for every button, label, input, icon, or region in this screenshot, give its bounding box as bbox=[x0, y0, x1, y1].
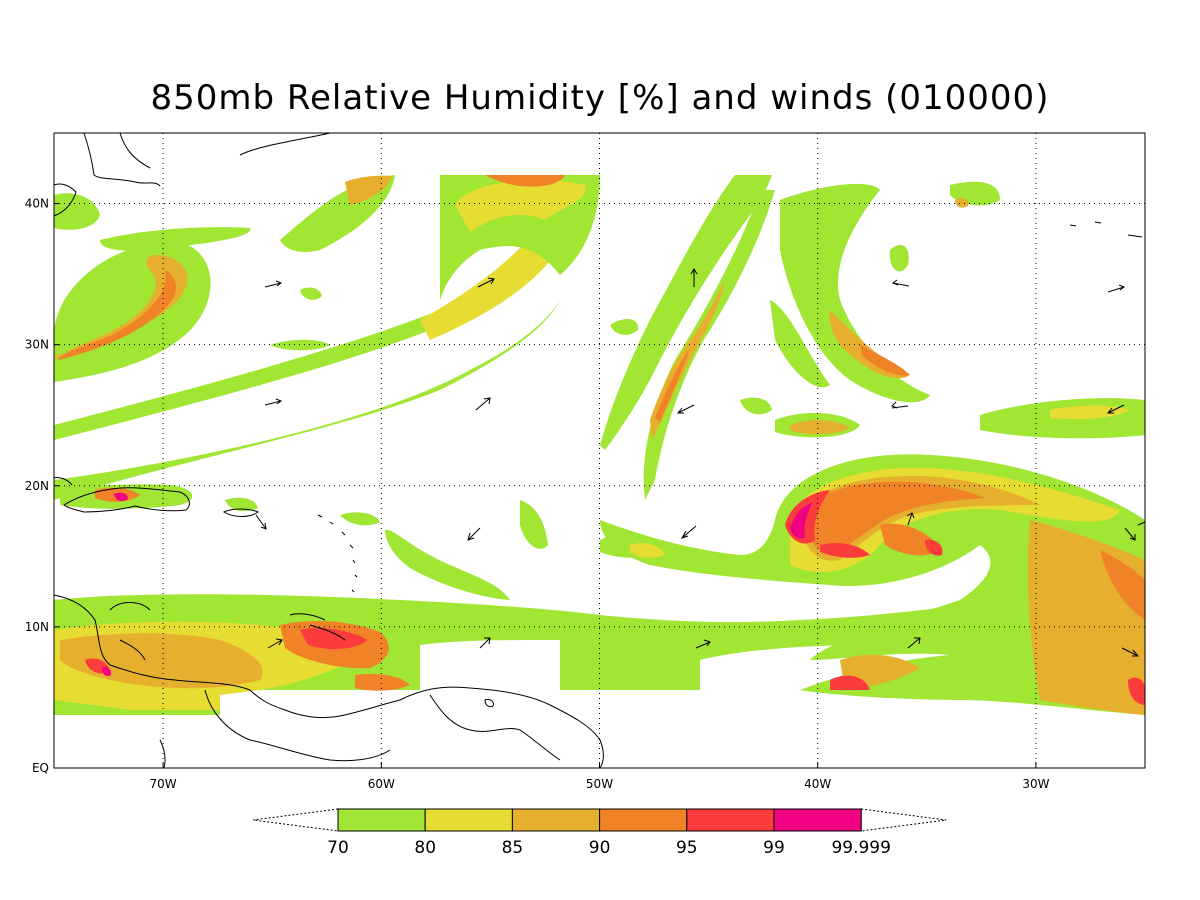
legend-label: 90 bbox=[589, 838, 611, 858]
humidity-region bbox=[740, 397, 772, 415]
latitude-tick-label: 10N bbox=[25, 620, 49, 634]
longitude-tick-label: 40W bbox=[804, 777, 831, 791]
humidity-region bbox=[630, 543, 665, 558]
legend-label: 80 bbox=[414, 838, 436, 858]
humidity-region bbox=[54, 175, 592, 440]
humidity-region bbox=[225, 497, 258, 512]
humidity-region bbox=[58, 270, 176, 360]
longitude-tick-label: 50W bbox=[586, 777, 613, 791]
humidity-region bbox=[770, 300, 830, 388]
humidity-region bbox=[610, 318, 639, 335]
humidity-region bbox=[340, 512, 380, 526]
humidity-region bbox=[889, 245, 909, 272]
humidity-region bbox=[1128, 677, 1145, 705]
humidity-region bbox=[54, 241, 211, 382]
latitude-tick-label: EQ bbox=[32, 761, 49, 775]
humidity-region bbox=[300, 287, 322, 300]
humidity-region bbox=[820, 543, 870, 558]
chart-title: 850mb Relative Humidity [%] and winds (0… bbox=[150, 78, 1050, 118]
humidity-region bbox=[355, 673, 410, 691]
humidity-region bbox=[485, 175, 565, 187]
humidity-region bbox=[643, 190, 775, 500]
humidity-region bbox=[345, 175, 392, 205]
color-legend: 70 80 85 90 95 99 99.999 bbox=[252, 808, 947, 858]
humidity-region bbox=[955, 198, 969, 208]
humidity-region bbox=[600, 175, 772, 450]
humidity-region bbox=[655, 348, 690, 422]
gridlines bbox=[54, 133, 1145, 769]
longitude-tick-label: 60W bbox=[368, 777, 395, 791]
legend-label: 99 bbox=[763, 838, 785, 858]
humidity-region bbox=[54, 300, 560, 500]
latitude-tick-label: 30N bbox=[25, 338, 49, 352]
legend-label: 99.999 bbox=[831, 838, 890, 858]
legend-high-extension bbox=[860, 808, 947, 832]
humidity-region bbox=[830, 675, 870, 690]
humidity-region bbox=[114, 492, 128, 502]
humidity-region bbox=[455, 180, 586, 232]
legend-swatch bbox=[686, 808, 775, 832]
legend-low-extension bbox=[252, 808, 339, 832]
legend-swatch bbox=[424, 808, 513, 832]
humidity-region bbox=[1100, 550, 1145, 620]
longitude-tick-label: 30W bbox=[1022, 777, 1049, 791]
humidity-region bbox=[1050, 405, 1130, 420]
longitude-labels: 70W 60W 50W 40W 30W bbox=[150, 777, 1050, 791]
humidity-region bbox=[880, 523, 940, 556]
coastlines bbox=[53, 132, 1146, 769]
humidity-field bbox=[54, 175, 1145, 715]
wind-vectors bbox=[255, 268, 1140, 657]
humidity-region bbox=[54, 193, 100, 230]
legend-label: 70 bbox=[327, 838, 349, 858]
legend-swatch bbox=[773, 808, 862, 832]
humidity-region bbox=[600, 454, 1145, 715]
humidity-region bbox=[860, 345, 910, 376]
humidity-region bbox=[300, 628, 368, 650]
legend-swatch bbox=[337, 808, 426, 832]
humidity-region bbox=[520, 500, 548, 549]
humidity-region bbox=[102, 666, 112, 677]
legend-swatch bbox=[511, 808, 601, 832]
legend-label: 85 bbox=[502, 838, 524, 858]
longitude-tick-label: 70W bbox=[150, 777, 177, 791]
humidity-region bbox=[385, 529, 510, 600]
latitude-tick-label: 20N bbox=[25, 479, 49, 493]
humidity-region bbox=[790, 503, 812, 539]
latitude-labels: EQ 10N 20N 30N 40N bbox=[25, 197, 49, 775]
humidity-region bbox=[804, 481, 985, 555]
humidity-region bbox=[925, 539, 943, 556]
latitude-tick-label: 40N bbox=[25, 197, 49, 211]
humidity-region bbox=[790, 420, 850, 435]
humidity-region bbox=[420, 178, 582, 340]
legend-label: 95 bbox=[676, 838, 698, 858]
humidity-region bbox=[100, 227, 251, 251]
legend-swatch bbox=[599, 808, 688, 832]
